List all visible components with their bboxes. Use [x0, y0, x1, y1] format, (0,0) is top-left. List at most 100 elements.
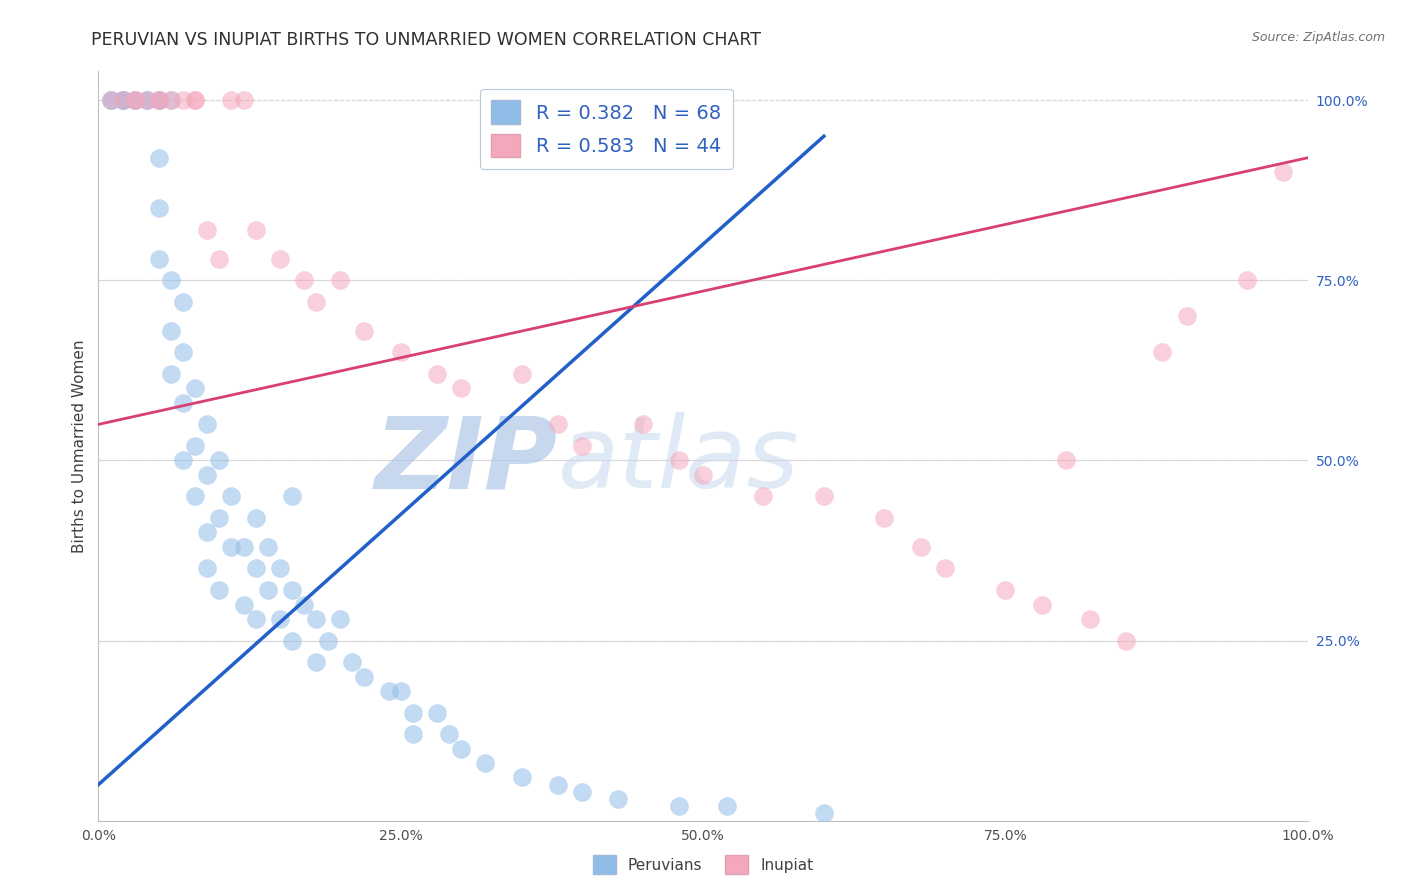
- Point: [668, 453, 690, 467]
- Point: [281, 633, 304, 648]
- Point: [111, 93, 134, 107]
- Point: [111, 93, 134, 107]
- Point: [402, 727, 425, 741]
- Text: Source: ZipAtlas.com: Source: ZipAtlas.com: [1251, 31, 1385, 45]
- Point: [208, 583, 231, 598]
- Point: [256, 583, 278, 598]
- Point: [221, 490, 243, 504]
- Point: [389, 345, 412, 359]
- Point: [716, 799, 738, 814]
- Point: [195, 467, 218, 482]
- Point: [160, 93, 183, 107]
- Point: [232, 93, 254, 107]
- Point: [195, 223, 218, 237]
- Point: [292, 598, 315, 612]
- Point: [752, 490, 775, 504]
- Point: [305, 655, 328, 669]
- Point: [172, 294, 194, 309]
- Text: atlas: atlas: [558, 412, 800, 509]
- Point: [111, 93, 134, 107]
- Point: [571, 785, 593, 799]
- Point: [353, 324, 375, 338]
- Point: [124, 93, 146, 107]
- Point: [245, 511, 267, 525]
- Point: [160, 324, 183, 338]
- Point: [910, 540, 932, 554]
- Point: [245, 223, 267, 237]
- Point: [172, 345, 194, 359]
- Point: [1272, 165, 1295, 179]
- Point: [292, 273, 315, 287]
- Point: [160, 93, 183, 107]
- Point: [426, 367, 449, 381]
- Point: [269, 561, 291, 575]
- Point: [474, 756, 496, 770]
- Point: [1236, 273, 1258, 287]
- Point: [124, 93, 146, 107]
- Point: [148, 93, 170, 107]
- Point: [402, 706, 425, 720]
- Point: [256, 540, 278, 554]
- Point: [450, 741, 472, 756]
- Point: [195, 417, 218, 432]
- Legend: Peruvians, Inupiat: Peruvians, Inupiat: [586, 849, 820, 880]
- Point: [172, 396, 194, 410]
- Point: [195, 561, 218, 575]
- Point: [281, 490, 304, 504]
- Point: [208, 453, 231, 467]
- Point: [329, 273, 352, 287]
- Text: PERUVIAN VS INUPIAT BIRTHS TO UNMARRIED WOMEN CORRELATION CHART: PERUVIAN VS INUPIAT BIRTHS TO UNMARRIED …: [91, 31, 762, 49]
- Point: [1031, 598, 1053, 612]
- Point: [100, 93, 122, 107]
- Point: [184, 439, 207, 453]
- Point: [934, 561, 956, 575]
- Point: [221, 540, 243, 554]
- Point: [547, 778, 569, 792]
- Point: [269, 252, 291, 266]
- Point: [135, 93, 157, 107]
- Point: [148, 151, 170, 165]
- Point: [1152, 345, 1174, 359]
- Point: [1054, 453, 1077, 467]
- Point: [305, 294, 328, 309]
- Point: [100, 93, 122, 107]
- Point: [232, 540, 254, 554]
- Point: [281, 583, 304, 598]
- Point: [426, 706, 449, 720]
- Point: [124, 93, 146, 107]
- Point: [571, 439, 593, 453]
- Point: [437, 727, 460, 741]
- Point: [329, 612, 352, 626]
- Point: [450, 381, 472, 395]
- Point: [389, 684, 412, 698]
- Point: [813, 806, 835, 821]
- Point: [148, 93, 170, 107]
- Point: [148, 93, 170, 107]
- Point: [195, 525, 218, 540]
- Point: [135, 93, 157, 107]
- Point: [607, 792, 630, 806]
- Point: [631, 417, 654, 432]
- Point: [184, 490, 207, 504]
- Point: [1175, 310, 1198, 324]
- Point: [316, 633, 339, 648]
- Point: [135, 93, 157, 107]
- Point: [172, 93, 194, 107]
- Point: [510, 367, 533, 381]
- Point: [100, 93, 122, 107]
- Point: [160, 367, 183, 381]
- Point: [184, 93, 207, 107]
- Point: [208, 252, 231, 266]
- Point: [813, 490, 835, 504]
- Point: [221, 93, 243, 107]
- Point: [510, 771, 533, 785]
- Point: [1078, 612, 1101, 626]
- Point: [1115, 633, 1137, 648]
- Point: [994, 583, 1017, 598]
- Text: ZIP: ZIP: [375, 412, 558, 509]
- Legend: R = 0.382   N = 68, R = 0.583   N = 44: R = 0.382 N = 68, R = 0.583 N = 44: [479, 88, 733, 169]
- Point: [111, 93, 134, 107]
- Point: [208, 511, 231, 525]
- Point: [305, 612, 328, 626]
- Point: [172, 453, 194, 467]
